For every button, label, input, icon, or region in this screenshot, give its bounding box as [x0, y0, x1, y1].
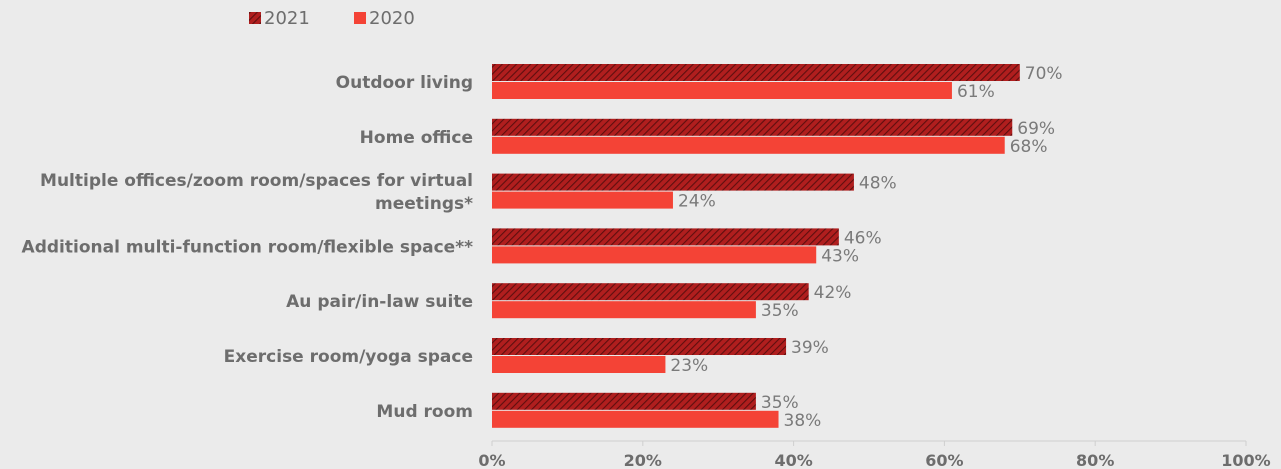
category-labels: Outdoor living Home office Multiple office… [22, 73, 474, 422]
category-label-6: Mud room [376, 402, 473, 422]
x-tick-label-5: 100% [1221, 451, 1270, 469]
category-label-1: Home office [360, 128, 473, 148]
x-tick-label-3: 60% [925, 451, 963, 469]
legend-label-2021: 2021 [264, 8, 310, 29]
bar-2021-4 [492, 283, 809, 301]
value-label-2020-0: 61% [957, 82, 995, 102]
bar-2020-1 [492, 136, 1005, 154]
bar-2020-3 [492, 246, 817, 264]
value-label-2021-6: 35% [761, 393, 799, 413]
bar-2020-4 [492, 301, 756, 319]
bar-2020-6 [492, 410, 779, 428]
category-label-2: Multiple offices/zoom room/spaces for vi… [40, 171, 473, 214]
bar-2021-6 [492, 392, 756, 410]
legend: 2021 2020 [249, 8, 415, 29]
legend-label-2020: 2020 [369, 8, 415, 29]
x-axis: 0% 20% 40% 60% 80% 100% [478, 440, 1271, 469]
category-label-4: Au pair/in-law suite [286, 292, 473, 312]
category-label-0: Outdoor living [336, 73, 473, 93]
bar-2020-2 [492, 191, 673, 209]
value-label-2020-2: 24% [678, 192, 716, 212]
value-label-2021-1: 69% [1017, 119, 1055, 139]
bars: 70%61%69%68%48%24%46%43%42%35%39%23%35%3… [492, 64, 1063, 431]
value-label-2020-6: 38% [784, 411, 822, 431]
value-label-2021-0: 70% [1025, 64, 1063, 84]
bar-2020-5 [492, 356, 666, 373]
category-label-5: Exercise room/yoga space [224, 347, 473, 367]
x-tick-label-1: 20% [624, 451, 662, 469]
legend-swatch-2020 [354, 12, 366, 24]
bar-2021-0 [492, 64, 1020, 81]
category-label-3: Additional multi-function room/flexible … [22, 237, 474, 257]
legend-swatch-2021 [249, 12, 261, 24]
value-label-2021-2: 48% [859, 174, 897, 194]
x-tick-label-0: 0% [478, 451, 505, 469]
bar-2021-3 [492, 228, 839, 246]
value-label-2020-5: 23% [670, 356, 708, 376]
bar-2021-5 [492, 338, 787, 355]
x-tick-label-4: 80% [1076, 451, 1114, 469]
bar-2020-0 [492, 82, 952, 99]
value-label-2021-3: 46% [844, 228, 882, 248]
value-label-2020-1: 68% [1010, 137, 1048, 157]
value-label-2021-5: 39% [791, 338, 829, 358]
value-label-2020-4: 35% [761, 301, 799, 321]
value-label-2021-4: 42% [814, 283, 852, 303]
bar-2021-2 [492, 173, 854, 191]
bar-2021-1 [492, 118, 1013, 136]
value-label-2020-3: 43% [821, 246, 859, 266]
x-tick-label-2: 40% [774, 451, 812, 469]
